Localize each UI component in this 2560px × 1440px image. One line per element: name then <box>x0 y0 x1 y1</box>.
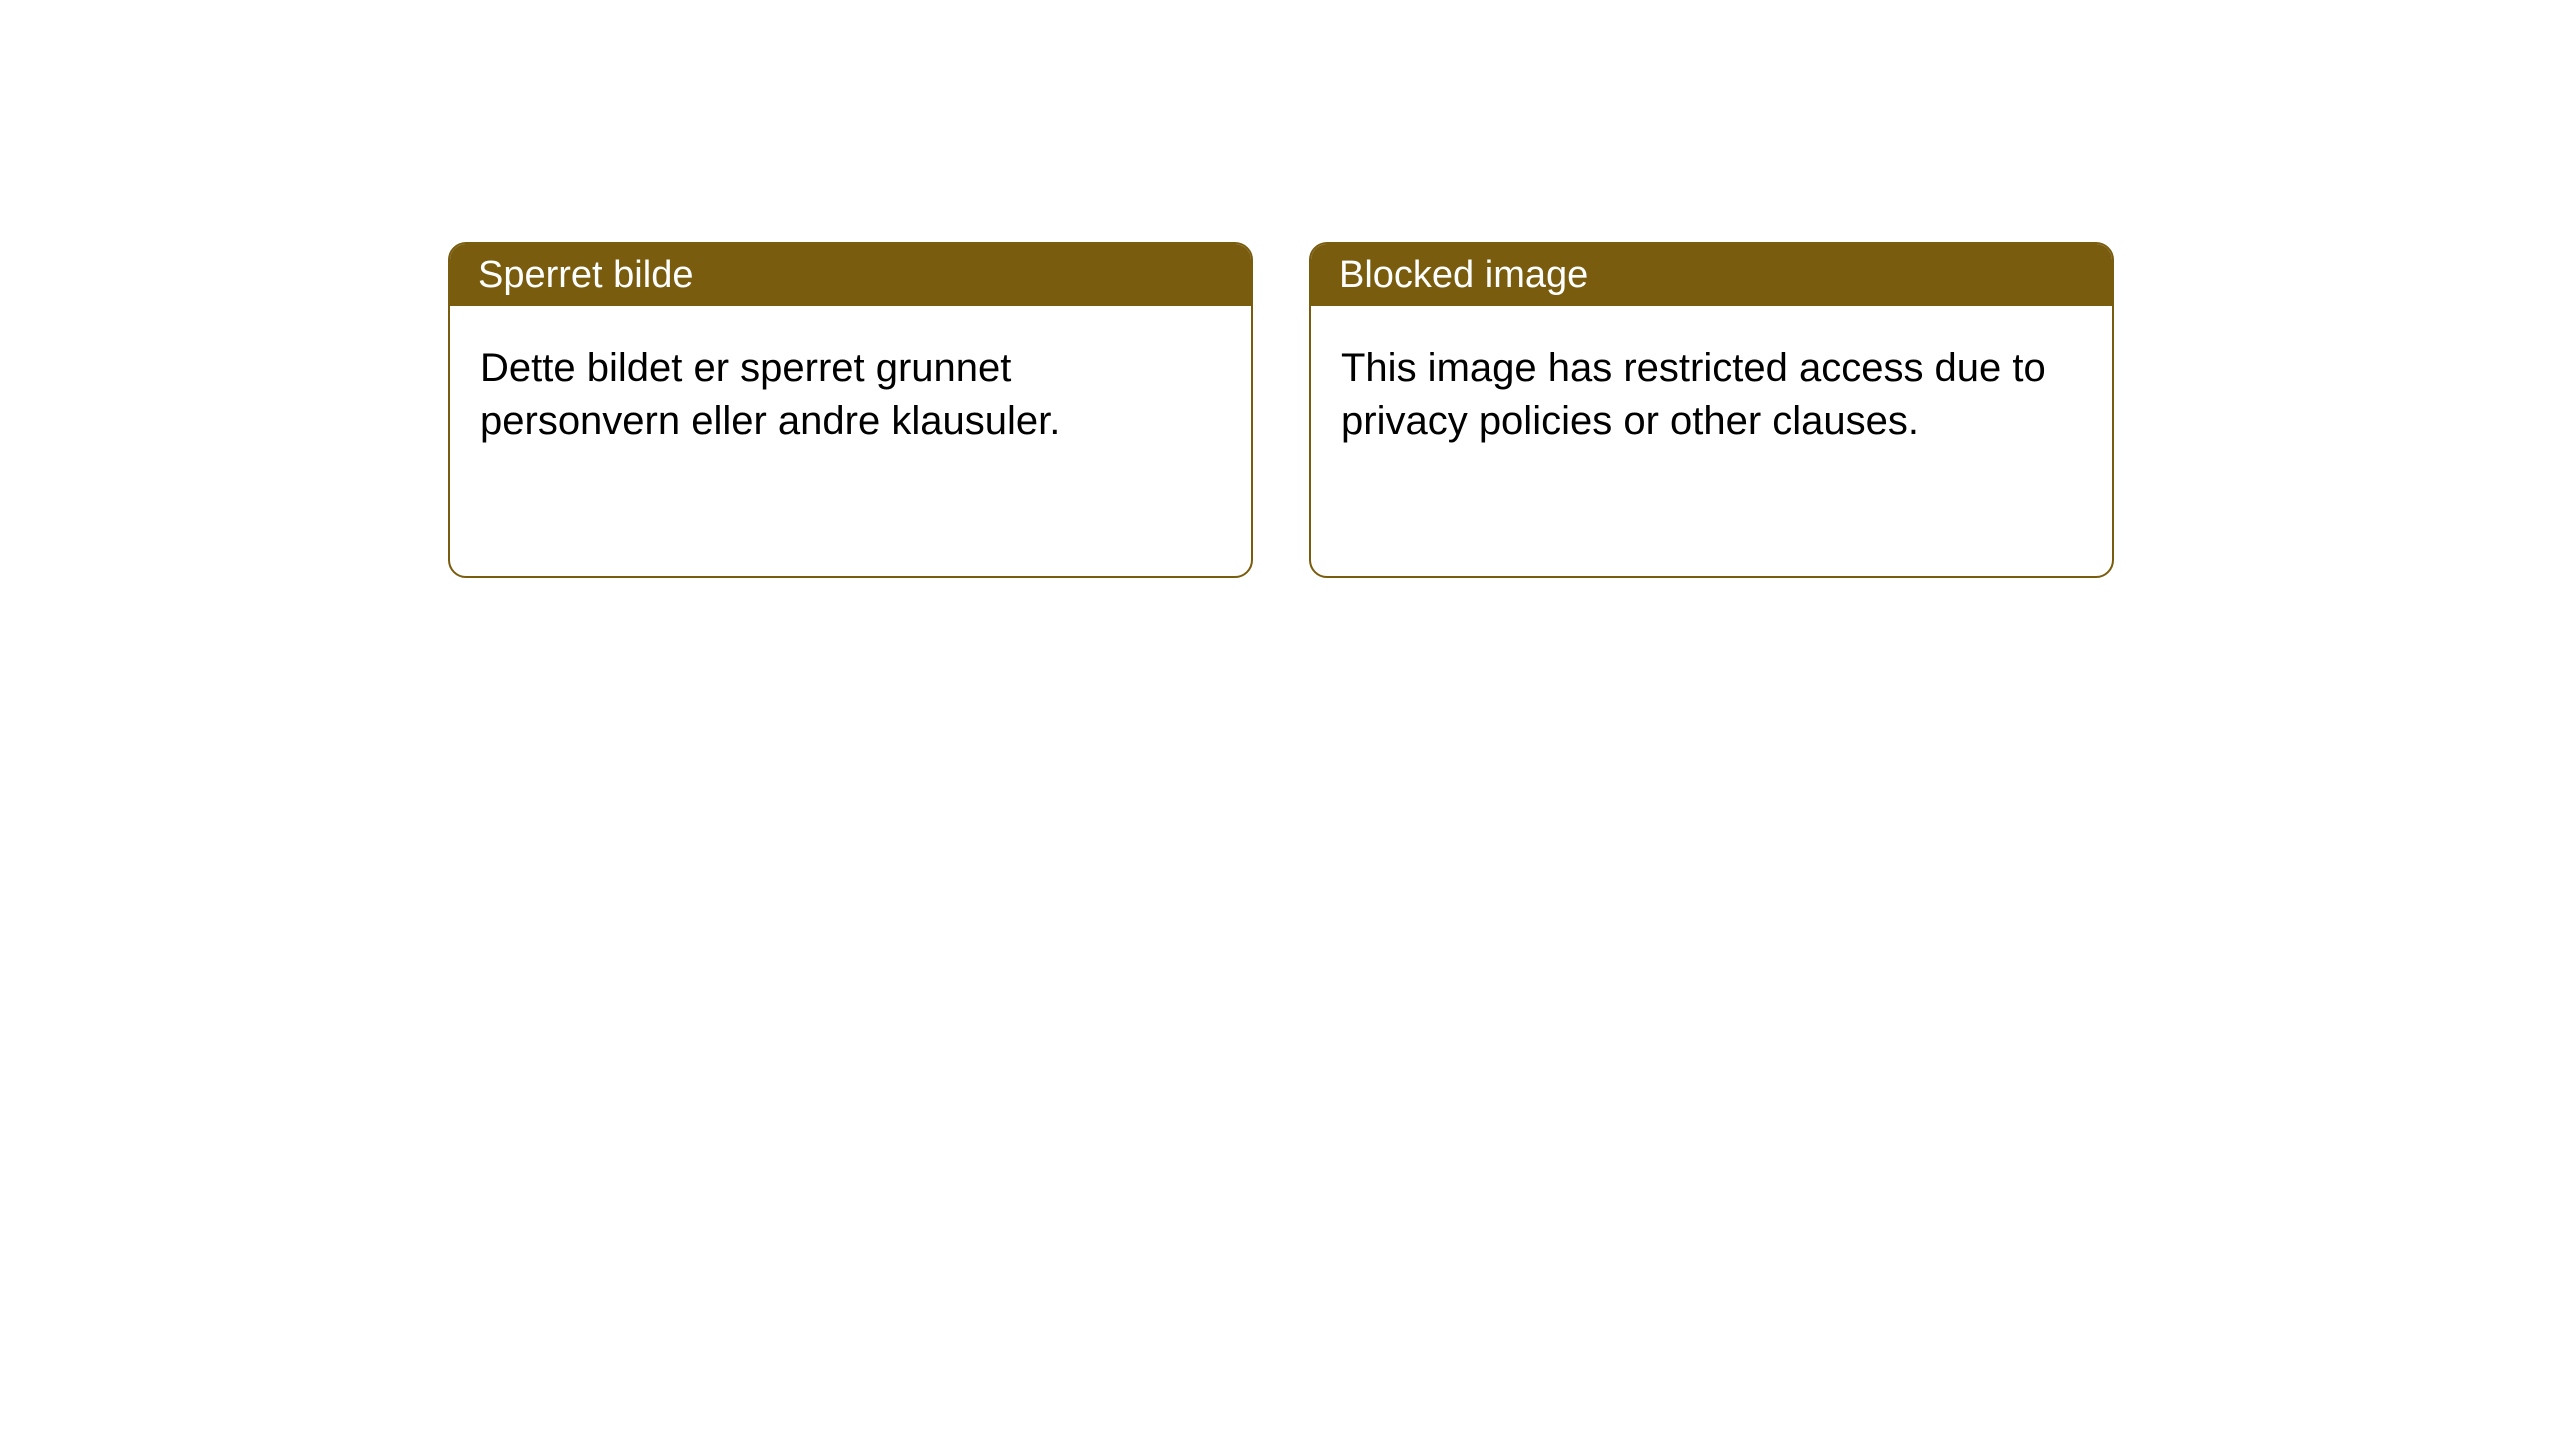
card-title: Blocked image <box>1339 254 1588 297</box>
card-body-text: This image has restricted access due to … <box>1341 346 2046 443</box>
card-header: Blocked image <box>1311 244 2112 306</box>
card-body: This image has restricted access due to … <box>1311 306 2112 484</box>
card-sperret-bilde: Sperret bilde Dette bildet er sperret gr… <box>448 242 1253 578</box>
card-header: Sperret bilde <box>450 244 1251 306</box>
card-container: Sperret bilde Dette bildet er sperret gr… <box>0 0 2560 578</box>
card-title: Sperret bilde <box>478 254 693 297</box>
card-body-text: Dette bildet er sperret grunnet personve… <box>480 346 1060 443</box>
card-blocked-image: Blocked image This image has restricted … <box>1309 242 2114 578</box>
card-body: Dette bildet er sperret grunnet personve… <box>450 306 1251 484</box>
